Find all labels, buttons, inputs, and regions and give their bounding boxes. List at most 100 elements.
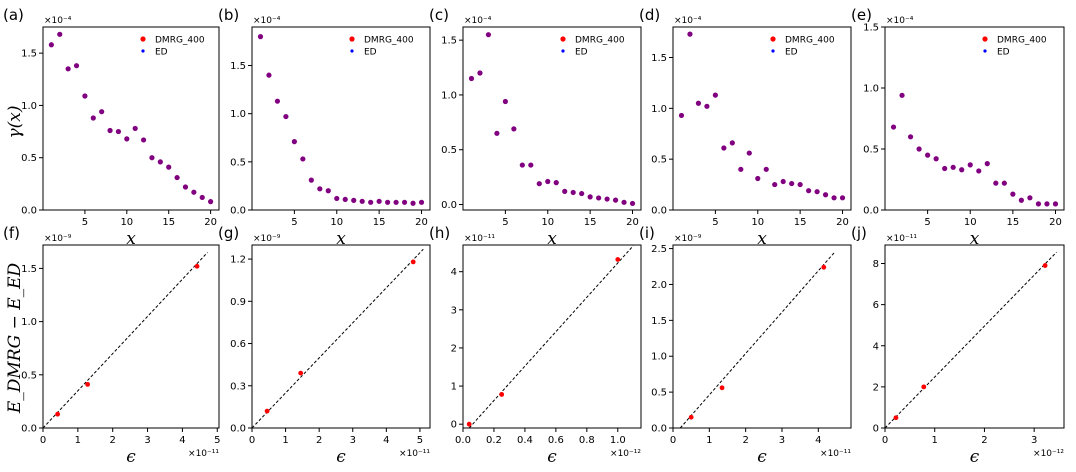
legend-marker-ed [141,49,145,53]
y-tick-label: 0.5 [441,145,457,156]
point-dmrg-ed [925,152,931,158]
x-tick-label: 4 [383,435,389,446]
y-tick-label: 0.9 [230,297,246,308]
point-dmrg-ed [890,124,897,130]
x-tick-label: 20 [836,217,849,228]
point-dmrg-ed [124,136,130,142]
point-dmrg-ed [553,180,559,186]
x-axis-label: ϵ [336,447,346,467]
point-dmrg-ed [789,180,795,187]
point-dmrg [264,408,270,414]
point-dmrg-ed [182,184,189,190]
x-tick-label: 2 [110,435,116,446]
legend-marker-ed [561,49,565,53]
point-dmrg-ed [317,186,323,192]
panel-label: (e) [851,6,872,24]
point-dmrg-ed [291,139,297,145]
point-dmrg-ed [308,177,314,183]
y-tick-label: 0.0 [21,424,37,435]
panel-label: (b) [218,6,239,24]
legend-marker-dmrg [982,36,988,42]
x-axis-label: x [126,229,136,249]
point-dmrg-ed [621,199,627,205]
x-tick-label: 0 [40,435,46,446]
point-dmrg-ed [477,70,483,76]
x-tick-label: 3 [1031,435,1037,446]
x-tick-label: 4 [179,435,185,446]
y-tick-label: 0.5 [21,370,37,381]
point-dmrg-ed [612,197,619,203]
y-tick-label: 0.5 [651,388,667,399]
plot-frame [672,26,852,211]
y-tick-label: 0.0 [651,206,667,217]
y-tick-label: 1.5 [21,49,37,60]
x-tick-label: 1 [75,435,81,446]
chart-panel-j: (j) ×10⁻¹¹ ×10⁻¹² 0 1 2 3 0 2 4 6 8 ϵ [851,224,1065,467]
x-axis-label: ϵ [757,447,767,467]
point-dmrg [719,385,725,391]
point-dmrg-ed [208,199,214,205]
point-dmrg-ed [579,190,585,197]
panel-label: (j) [851,224,867,242]
y-tick-label: 1.5 [441,36,457,47]
point-dmrg-ed [907,134,914,140]
point-dmrg-ed [1044,201,1050,207]
x-tick-label: 15 [373,217,386,228]
point-dmrg-ed [942,165,948,172]
y-axis-title-bottom: E_DMRG − E_ED [5,262,25,414]
point-dmrg [688,414,694,420]
x-tick-label: 20 [204,217,217,228]
legend-label-dmrg: DMRG_400 [364,36,414,46]
x-axis-label: ϵ [970,447,980,467]
point-dmrg-ed [191,189,197,195]
point-dmrg-ed [334,195,340,202]
y-tick-label: 0.0 [230,424,246,435]
x-tick-label: 5 [417,435,423,446]
y-tick-label: 0.5 [230,157,246,168]
x-tick-label: 1 [706,435,712,446]
point-dmrg-ed [511,126,517,132]
chart-panel-g: (g) ×10⁻⁹ ×10⁻¹¹ 0 1 2 3 4 5 0.0 0.3 0.6 0.9 1.2 ϵ [218,224,431,467]
x-tick-label: 2 [981,435,987,446]
x-tick-label: 0 [670,435,676,446]
point-dmrg-ed [166,164,172,170]
plot-frame [884,26,1065,211]
point-dmrg-ed [976,168,982,174]
fit-line [884,251,1057,429]
chart-panel-e: (e) ×10⁻⁴ 5 10 15 20 0.0 0.5 1.0 1.5 x DMRG_400 ED [851,6,1065,249]
x-tick-label: 0.6 [548,435,564,446]
point-dmrg-ed [536,181,542,187]
legend-marker-dmrg [770,36,776,42]
legend-label-dmrg: DMRG_400 [575,36,625,46]
y-tick-label: 2 [873,382,879,393]
point-dmrg-ed [157,159,163,165]
point-dmrg-ed [545,178,551,185]
point-dmrg-ed [1001,180,1007,186]
point-dmrg-ed [73,63,80,69]
legend-label-dmrg: DMRG_400 [155,36,205,46]
point-dmrg [1042,263,1048,268]
y-scale-label: ×10⁻⁴ [44,16,72,26]
y-tick-label: 4 [873,341,879,352]
point-dmrg-ed [342,196,348,203]
x-scale-label: ×10⁻¹¹ [399,449,430,459]
point-dmrg-ed [266,72,272,78]
x-tick-label: 15 [794,217,807,228]
chart-panel-c: (c) ×10⁻⁴ 5 10 15 20 0.0 0.5 1.0 1.5 x DMRG_400 ED [429,6,642,249]
y-scale-label: ×10⁻⁴ [253,16,281,26]
point-dmrg-ed [746,150,752,156]
y-tick-label: 1.0 [21,317,37,328]
point-dmrg-ed [993,180,999,186]
point-dmrg-ed [797,181,803,188]
x-tick-label: 5 [82,217,88,228]
point-dmrg [893,415,899,421]
point-dmrg-ed [82,93,88,99]
point-dmrg-ed [950,164,956,170]
point-dmrg-ed [604,196,610,202]
panel-label: (f) [3,224,20,242]
x-tick-label: 2 [742,435,748,446]
point-dmrg-ed [494,130,500,136]
point-dmrg-ed [528,162,534,168]
x-scale-label: ×10⁻¹² [1033,449,1064,459]
